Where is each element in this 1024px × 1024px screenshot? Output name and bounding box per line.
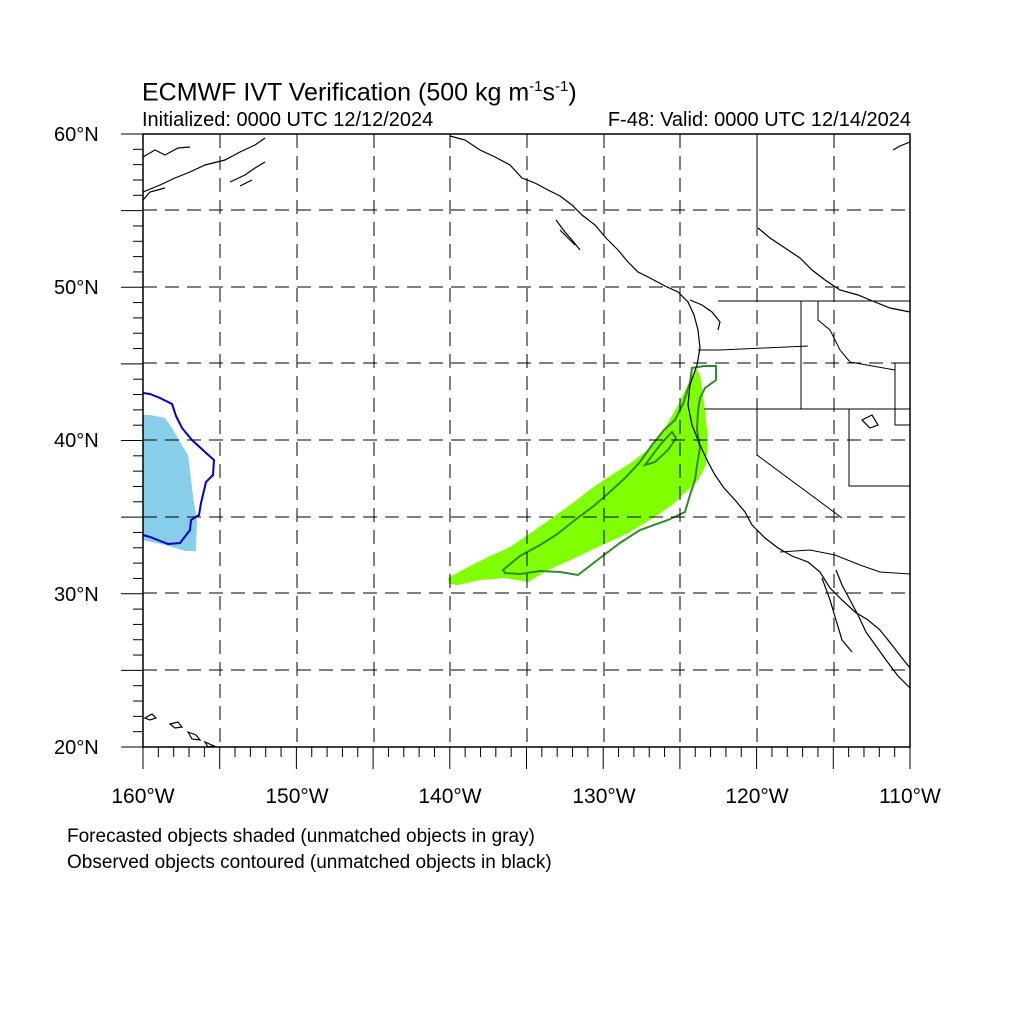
lat-label-60n: 60°N — [54, 124, 99, 146]
lat-label-50n: 50°N — [54, 277, 99, 299]
legend-observed-note: Observed objects contoured (unmatched ob… — [67, 852, 552, 873]
initialized-time: Initialized: 0000 UTC 12/12/2024 — [142, 109, 434, 131]
observed-object-west — [142, 392, 216, 546]
lat-label-30n: 30°N — [54, 584, 99, 606]
coastlines — [142, 135, 911, 748]
lon-label-160w: 160°W — [111, 785, 175, 808]
legend-forecast-note: Forecasted objects shaded (unmatched obj… — [67, 826, 535, 847]
lat-lon-grid — [143, 134, 910, 747]
axis-ticks — [121, 133, 911, 769]
political-borders — [698, 134, 911, 575]
lon-label-120w: 120°W — [725, 785, 789, 808]
lon-label-130w: 130°W — [572, 785, 636, 808]
lon-label-110w: 110°W — [879, 785, 941, 808]
map-title: ECMWF IVT Verification (500 kg m-1s-1) — [142, 78, 577, 107]
valid-time: F-48: Valid: 0000 UTC 12/14/2024 — [607, 109, 911, 131]
lon-label-150w: 150°W — [265, 785, 329, 808]
lat-label-40n: 40°N — [54, 430, 99, 452]
lat-label-20n: 20°N — [54, 737, 99, 759]
observed-object-east — [501, 365, 717, 577]
lon-label-140w: 140°W — [418, 785, 482, 808]
forecast-object-east — [448, 368, 708, 585]
